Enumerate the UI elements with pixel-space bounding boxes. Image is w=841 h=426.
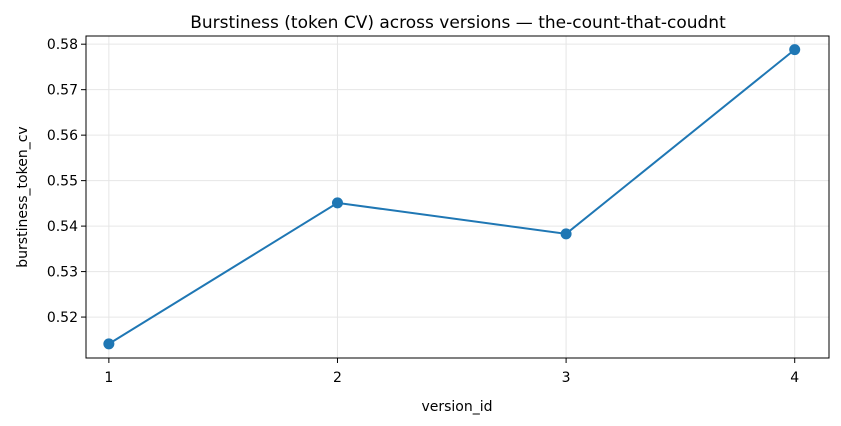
y-tick-label: 0.52 <box>47 310 78 326</box>
data-point <box>789 44 801 56</box>
plot-frame <box>85 35 830 359</box>
x-tick-label: 3 <box>562 370 571 386</box>
y-axis-label: burstiness_token_cv <box>15 126 31 267</box>
grid <box>86 36 829 358</box>
y-tick-label: 0.57 <box>47 83 78 99</box>
data-point <box>331 197 343 209</box>
x-tick-label: 4 <box>790 370 799 386</box>
y-tick-label: 0.55 <box>47 174 78 190</box>
y-tick-label: 0.53 <box>47 265 78 281</box>
series-line <box>108 48 796 345</box>
x-tick-label: 2 <box>333 370 342 386</box>
y-tick-label: 0.56 <box>47 128 78 144</box>
x-axis-label: version_id <box>421 399 492 415</box>
y-tick-label: 0.58 <box>47 37 78 53</box>
series-layer <box>103 44 801 350</box>
data-point <box>560 228 572 240</box>
x-tick-label: 1 <box>104 370 113 386</box>
axis-ticks: 0.52 0.53 0.54 0.55 0.56 0.57 0.58 1 2 3 4 <box>47 37 799 386</box>
chart-title: Burstiness (token CV) across versions — … <box>190 13 726 33</box>
data-point <box>103 338 115 350</box>
y-tick-label: 0.54 <box>47 219 78 235</box>
